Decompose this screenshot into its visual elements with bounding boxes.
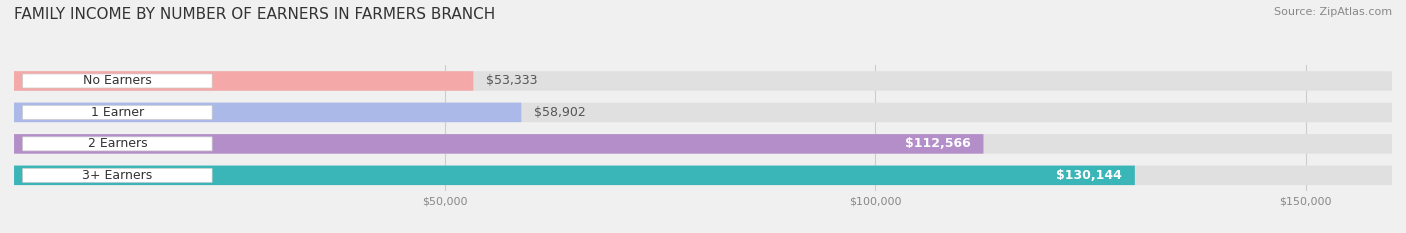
Text: No Earners: No Earners [83, 75, 152, 87]
Text: 1 Earner: 1 Earner [91, 106, 143, 119]
Text: 2 Earners: 2 Earners [87, 137, 148, 150]
FancyBboxPatch shape [14, 71, 1392, 91]
Text: 3+ Earners: 3+ Earners [83, 169, 152, 182]
FancyBboxPatch shape [22, 74, 212, 88]
Text: $58,902: $58,902 [534, 106, 586, 119]
FancyBboxPatch shape [14, 103, 522, 122]
FancyBboxPatch shape [14, 166, 1392, 185]
FancyBboxPatch shape [22, 168, 212, 182]
FancyBboxPatch shape [14, 134, 1392, 154]
Text: FAMILY INCOME BY NUMBER OF EARNERS IN FARMERS BRANCH: FAMILY INCOME BY NUMBER OF EARNERS IN FA… [14, 7, 495, 22]
FancyBboxPatch shape [14, 71, 474, 91]
FancyBboxPatch shape [22, 105, 212, 120]
FancyBboxPatch shape [22, 137, 212, 151]
Text: $130,144: $130,144 [1056, 169, 1122, 182]
FancyBboxPatch shape [14, 103, 1392, 122]
Text: $53,333: $53,333 [486, 75, 537, 87]
FancyBboxPatch shape [14, 166, 1135, 185]
Text: Source: ZipAtlas.com: Source: ZipAtlas.com [1274, 7, 1392, 17]
FancyBboxPatch shape [14, 134, 983, 154]
Text: $112,566: $112,566 [905, 137, 970, 150]
